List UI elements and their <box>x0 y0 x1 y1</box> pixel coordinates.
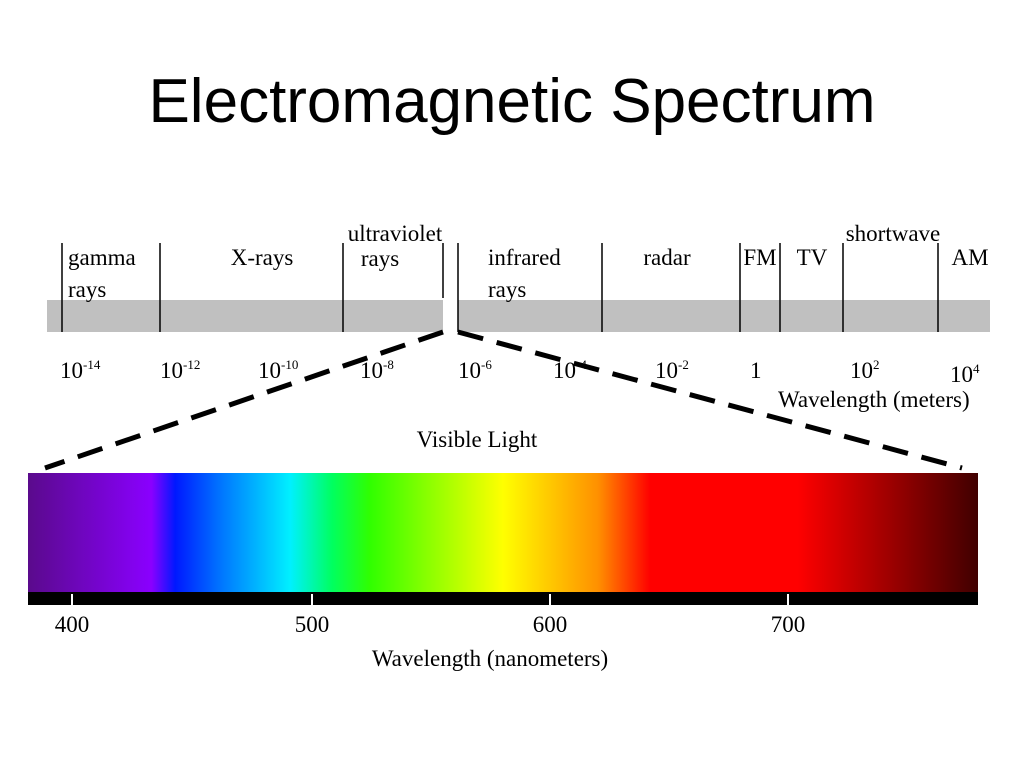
tick-base: 10 <box>655 358 678 383</box>
tick-base: 10 <box>258 358 281 383</box>
wavelength-tick: 10-6 <box>458 357 492 383</box>
tick-exp: -6 <box>481 357 492 372</box>
tick-base: 10 <box>60 358 83 383</box>
band-label: gamma <box>68 245 136 270</box>
wavelength-tick: 10-12 <box>160 357 200 383</box>
nm-tick-label: 500 <box>295 612 330 637</box>
band-label: X-rays <box>231 245 294 270</box>
band-label: rays <box>488 277 526 302</box>
tick-exp: -4 <box>576 357 587 372</box>
band-label: rays <box>68 277 106 302</box>
tick-base: 10 <box>160 358 183 383</box>
band-label: infrared <box>488 245 561 270</box>
spectrum-bar <box>47 300 443 332</box>
tick-exp: 4 <box>973 361 980 376</box>
wavelength-tick: 10-4 <box>553 357 587 383</box>
tick-exp: -12 <box>183 357 200 372</box>
tick-base: 10 <box>553 358 576 383</box>
wavelength-tick: 10-10 <box>258 357 298 383</box>
spectrum-bar <box>458 300 990 332</box>
nm-tick-label: 400 <box>55 612 90 637</box>
band-label: AM <box>951 245 988 270</box>
wavelength-tick: 1 <box>750 358 762 383</box>
band-label: FM <box>743 245 776 270</box>
band-label: ultraviolet <box>348 221 443 246</box>
tick-base: 10 <box>850 358 873 383</box>
tick-exp: -14 <box>83 357 101 372</box>
band-label: radar <box>643 245 691 270</box>
wavelength-tick: 10-14 <box>60 357 101 383</box>
tick-exp: -10 <box>281 357 298 372</box>
tick-base: 10 <box>458 358 481 383</box>
band-label: rays <box>361 246 399 271</box>
wavelength-tick: 10-8 <box>360 357 394 383</box>
wavelength-tick: 10-2 <box>655 357 689 383</box>
nm-axis <box>28 592 978 605</box>
visible-spectrum <box>28 473 978 593</box>
zoom-lines <box>44 329 963 471</box>
tick-exp: 2 <box>873 357 880 372</box>
nm-tick-label: 700 <box>771 612 806 637</box>
tick-exp: -8 <box>383 357 394 372</box>
band-dividers <box>61 243 939 332</box>
wavelength-label: Wavelength (meters) <box>778 387 970 412</box>
title: Electromagnetic Spectrum <box>148 67 875 136</box>
tick-exp: -2 <box>678 357 689 372</box>
wavelength-tick: 104 <box>950 361 980 387</box>
band-label: TV <box>797 245 828 270</box>
visible-label: Visible Light <box>417 427 538 452</box>
band-label: shortwave <box>846 221 941 246</box>
tick-base: 1 <box>750 358 762 383</box>
tick-base: 10 <box>360 358 383 383</box>
nm-label: Wavelength (nanometers) <box>372 646 608 671</box>
tick-base: 10 <box>950 362 973 387</box>
wavelength-tick: 102 <box>850 357 880 383</box>
nm-tick-label: 600 <box>533 612 568 637</box>
